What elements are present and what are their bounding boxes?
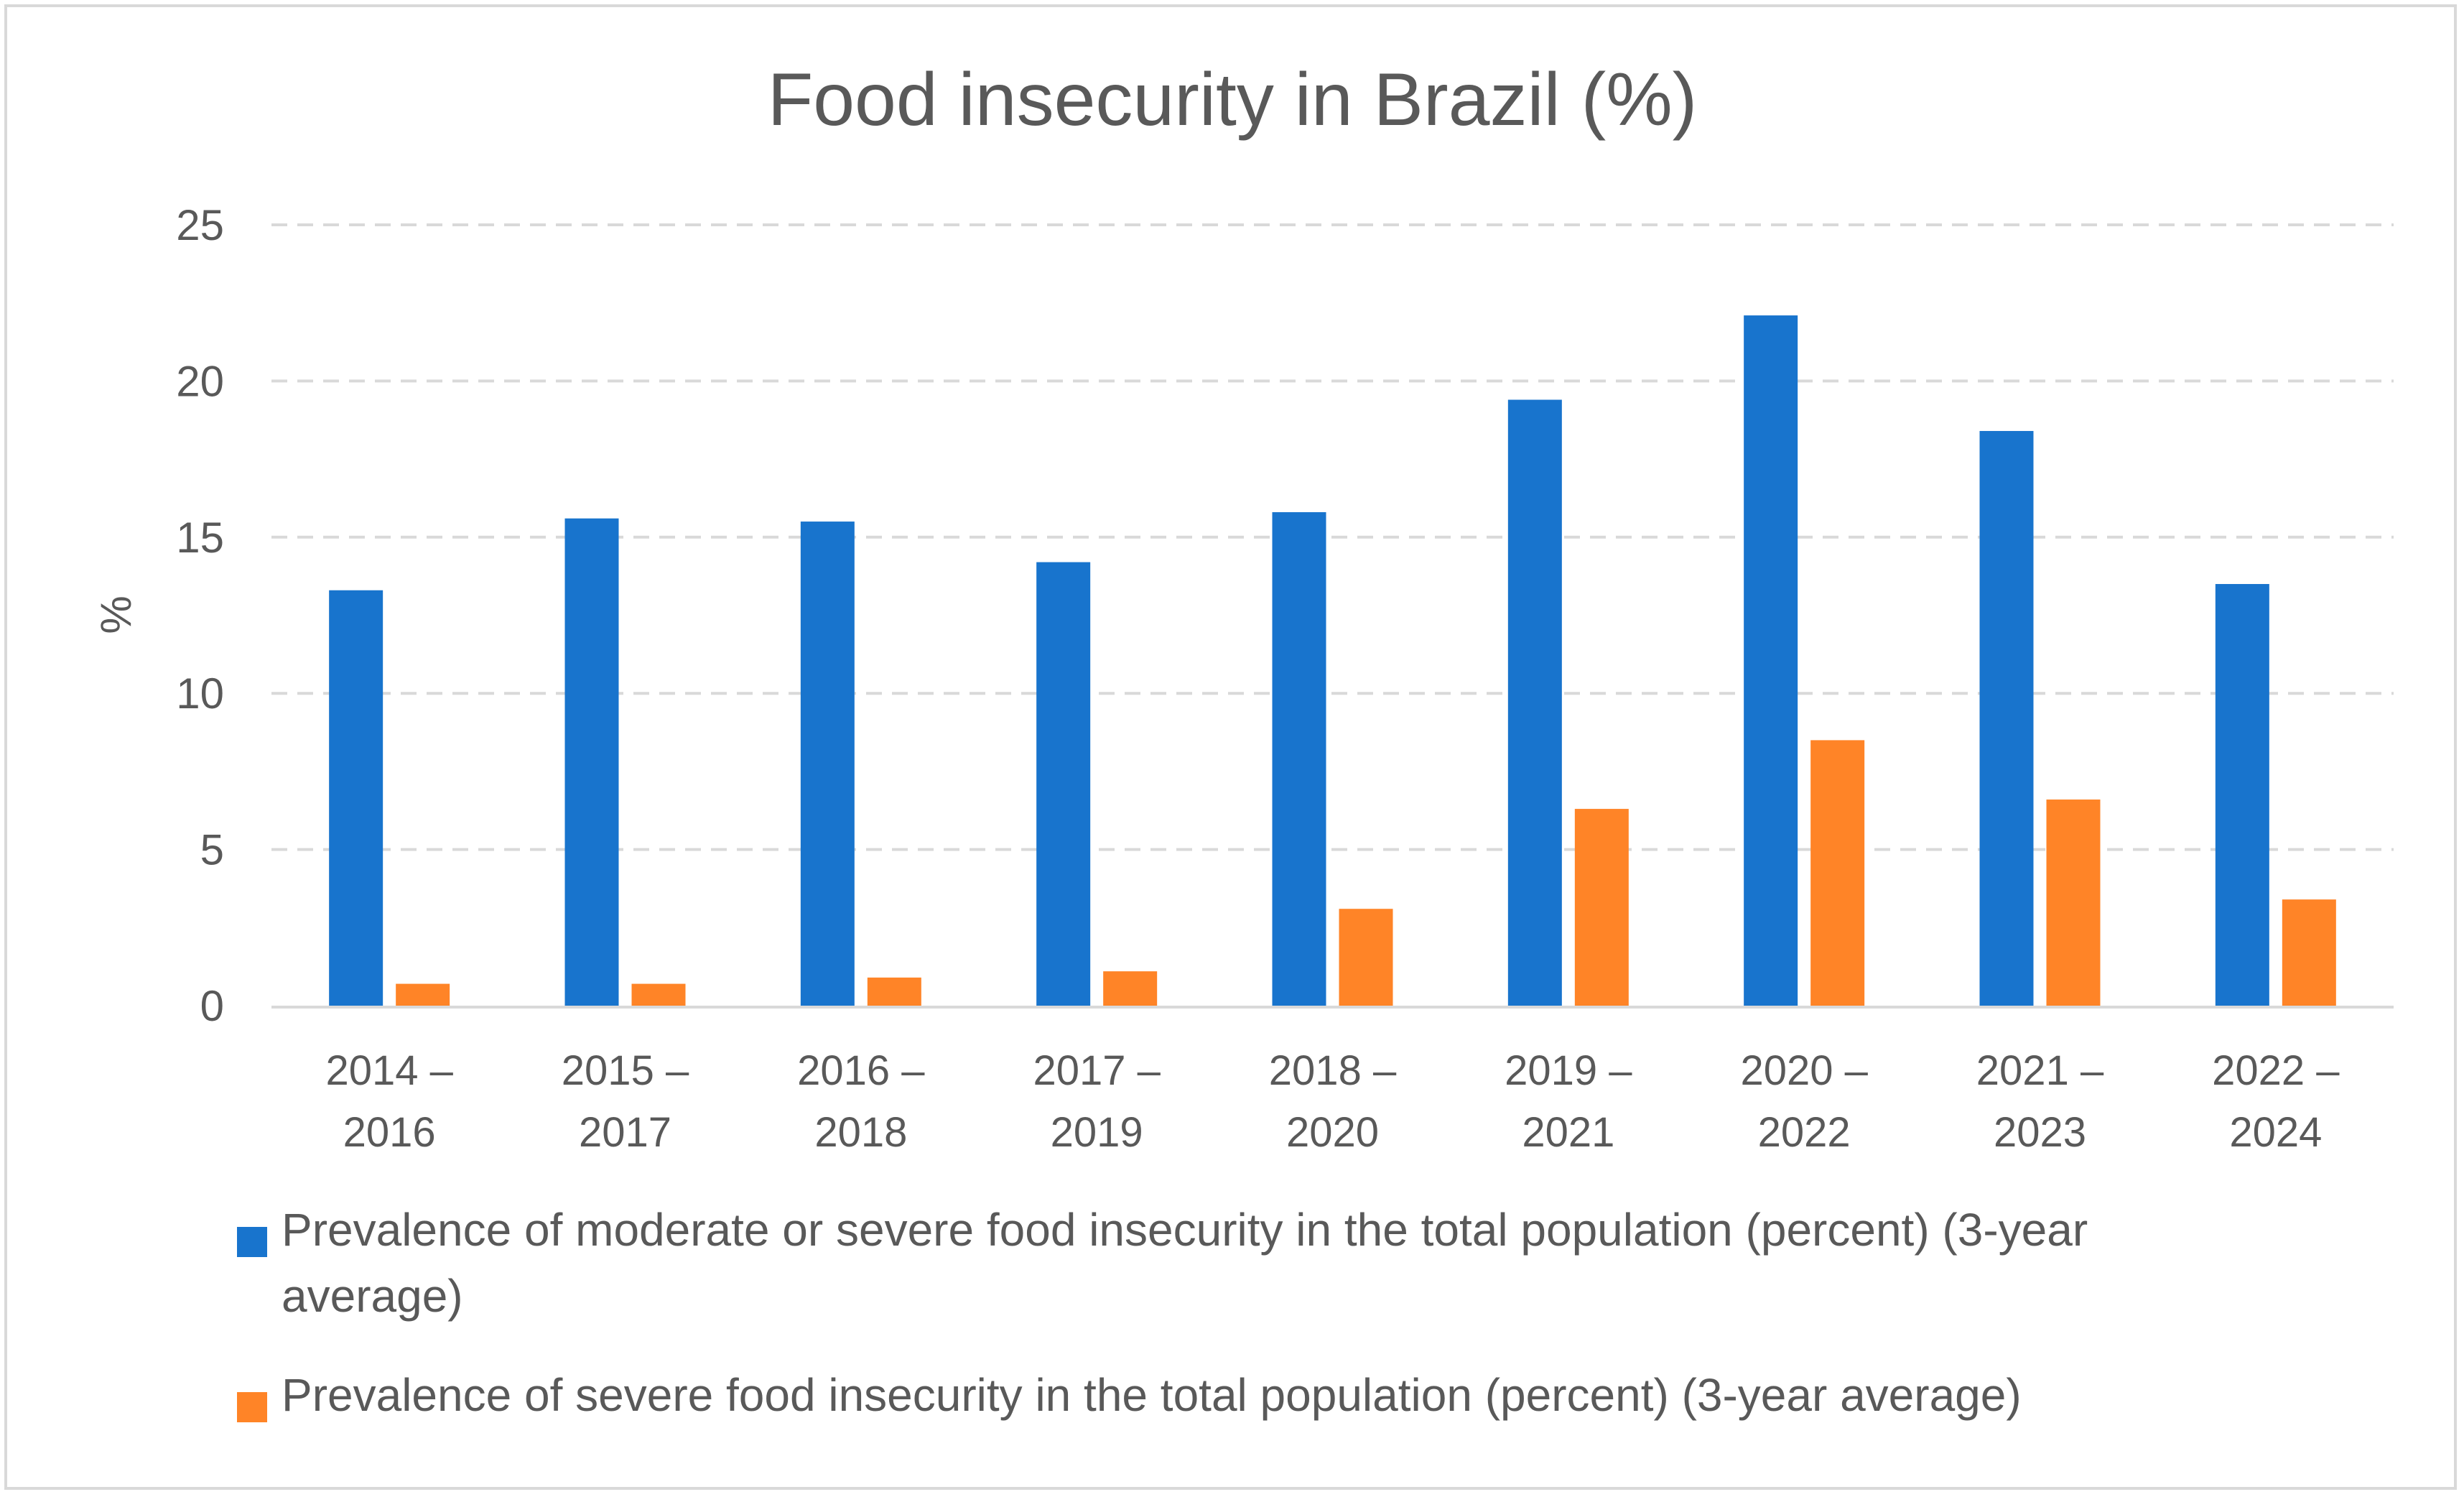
legend-swatch [237,1392,267,1422]
x-axis-categories: 2014 – 2016 2015 – 2017 2016 – 2018 2017 – 2019… [325,1047,2340,1156]
x-category-label: 2019 [1051,1109,1143,1156]
chart-title: Food insecurity in Brazil (%) [768,58,1698,142]
x-category-label: 2022 – [2212,1047,2340,1094]
legend-label: Prevalence of moderate or severe food in… [282,1204,2088,1256]
bar-moderate-or-severe [1036,562,1091,1006]
bar-moderate-or-severe [1744,315,1798,1006]
y-tick-label: 0 [200,982,224,1030]
y-tick-label: 20 [176,357,224,405]
bar-moderate-or-severe [329,590,383,1006]
x-category-label: 2016 – [797,1047,925,1094]
x-category-label: 2022 [1758,1109,1851,1156]
x-category-label: 2024 [2229,1109,2322,1156]
bar-severe [1810,740,1865,1006]
x-category-label: 2018 – [1269,1047,1397,1094]
y-tick-label: 5 [200,826,224,874]
y-axis-ticks: 0 5 10 15 20 25 [176,201,224,1030]
x-category-label: 2021 [1522,1109,1614,1156]
chart-frame [4,4,2457,1490]
bar-moderate-or-severe [564,518,619,1006]
legend: Prevalence of moderate or severe food in… [237,1204,2088,1422]
bars [329,315,2336,1006]
legend-label: average) [282,1270,463,1322]
x-category-label: 2017 – [1033,1047,1161,1094]
x-category-label: 2017 [579,1109,671,1156]
x-category-label: 2021 – [1976,1047,2104,1094]
bar-severe [631,983,686,1006]
bar-moderate-or-severe [1272,512,1326,1006]
y-tick-label: 15 [176,514,224,562]
bar-severe [2046,800,2101,1006]
legend-swatch [237,1227,267,1257]
bar-severe [396,983,450,1006]
bar-severe [1103,971,1158,1006]
bar-severe [1339,909,1393,1006]
y-tick-label: 10 [176,669,224,718]
bar-severe [2282,899,2336,1006]
x-category-label: 2015 – [562,1047,689,1094]
x-category-label: 2018 [814,1109,907,1156]
gridlines [271,223,2394,851]
x-category-label: 2023 [1994,1109,2086,1156]
x-category-label: 2020 – [1740,1047,1868,1094]
x-category-label: 2014 – [325,1047,453,1094]
bar-severe [867,977,921,1006]
legend-label: Prevalence of severe food insecurity in … [282,1369,2022,1421]
x-category-label: 2019 – [1505,1047,1632,1094]
x-category-label: 2020 [1286,1109,1379,1156]
bar-moderate-or-severe [800,522,855,1006]
bar-moderate-or-severe [2215,584,2269,1006]
y-tick-label: 25 [176,201,224,249]
bar-severe [1574,809,1629,1006]
x-category-label: 2016 [343,1109,436,1156]
y-axis-label: % [92,595,140,634]
bar-moderate-or-severe [1979,430,2034,1006]
bar-moderate-or-severe [1507,399,1562,1006]
